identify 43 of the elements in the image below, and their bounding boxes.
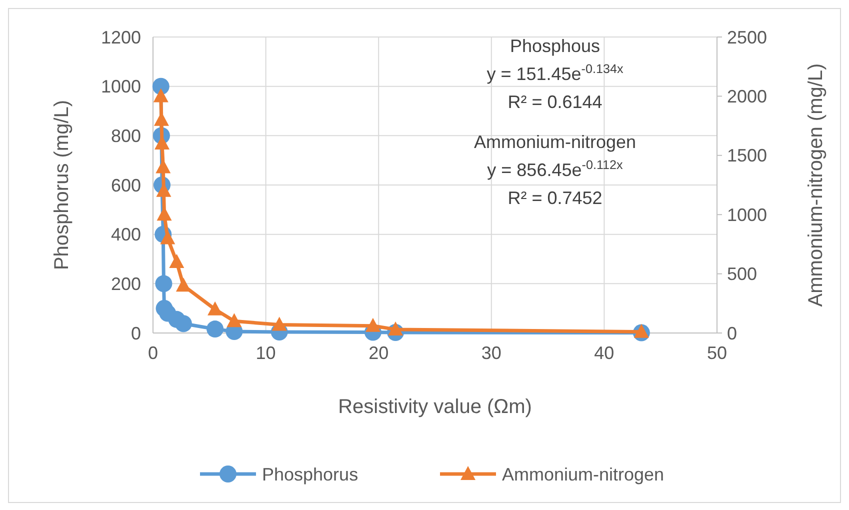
point — [388, 321, 404, 336]
x-tick-label: 0 — [148, 343, 158, 363]
y-tick-label: 1200 — [100, 27, 141, 48]
y-tick-label: 400 — [110, 224, 141, 245]
y2-tick-label: 2000 — [727, 86, 768, 106]
y-tick-label: 800 — [110, 126, 141, 146]
point — [365, 318, 380, 332]
annotation: y = 151.45e$^{-0.134x}$ — [486, 62, 624, 84]
x-axis-title: Resistivity value (Ωm) — [338, 396, 532, 418]
point — [169, 254, 184, 268]
y2-tick-label: 2500 — [727, 27, 768, 48]
point — [634, 324, 649, 338]
point — [176, 278, 191, 292]
x-tick-label: 40 — [594, 343, 614, 363]
point — [174, 315, 192, 332]
point — [153, 88, 168, 102]
y-axis-title: Phosphorus (mg/L) — [51, 100, 73, 270]
y2-tick-label: 500 — [727, 264, 758, 284]
annotation: R² = 0.6144 — [508, 92, 602, 112]
y2-tick-label: 0 — [727, 323, 738, 344]
y-tick-label: 0 — [130, 323, 141, 344]
point — [206, 320, 224, 338]
point — [160, 230, 176, 244]
y2-tick-label: 1500 — [727, 146, 768, 166]
point — [272, 316, 287, 331]
x-tick-label: 10 — [256, 343, 276, 363]
x-tick-label: 30 — [481, 343, 502, 363]
annotation: Ammonium-nitrogen — [474, 132, 636, 152]
x-tick-label: 20 — [368, 343, 389, 363]
point — [208, 301, 223, 316]
legend-label: Phosphorus — [262, 464, 358, 484]
annotation: Phosphous — [510, 36, 600, 56]
annotation: y = 856.45e$^{-0.112x}$ — [487, 158, 624, 180]
y-tick-label: 1000 — [100, 76, 141, 97]
annotation: R² = 0.7452 — [508, 188, 602, 208]
point — [226, 313, 242, 328]
legend-label: Ammonium-nitrogen — [502, 464, 664, 484]
y2-tick-label: 1000 — [727, 204, 768, 225]
y2-axis-title: Ammonium-nitrogen (mg/L) — [805, 63, 827, 307]
y-tick-label: 600 — [110, 175, 141, 196]
point — [155, 275, 172, 292]
y-tick-label: 200 — [110, 274, 141, 294]
x-tick-label: 50 — [706, 343, 728, 363]
